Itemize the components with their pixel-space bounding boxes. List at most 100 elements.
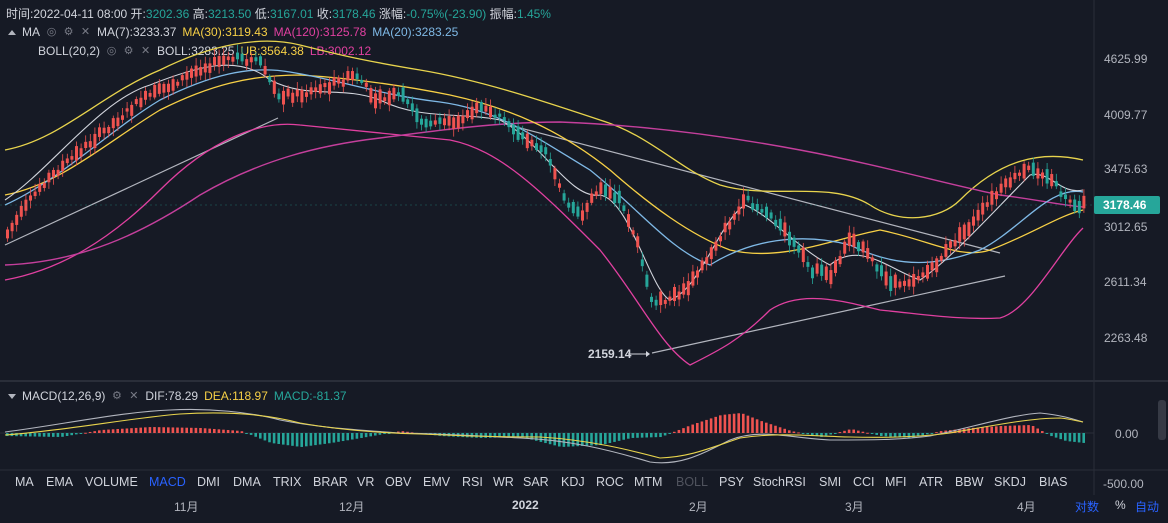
candle[interactable] [976, 209, 980, 221]
candle[interactable] [387, 90, 391, 106]
percent-scale-toggle[interactable]: % [1115, 498, 1126, 512]
candle[interactable] [466, 110, 469, 119]
candle[interactable] [590, 193, 594, 203]
candle[interactable] [240, 53, 244, 62]
candle[interactable] [479, 101, 483, 112]
candle[interactable] [1050, 174, 1054, 187]
settings-icon[interactable]: ⚙ [123, 44, 134, 57]
candle[interactable] [70, 156, 74, 160]
candle[interactable] [1022, 163, 1026, 179]
candle[interactable] [236, 52, 239, 60]
candle[interactable] [999, 183, 1003, 193]
candle[interactable] [1031, 162, 1035, 176]
candle[interactable] [346, 71, 350, 81]
candle[interactable] [516, 126, 520, 140]
tab-dmi[interactable]: DMI [197, 475, 220, 489]
candle[interactable] [277, 93, 281, 100]
candle[interactable] [723, 222, 727, 233]
eye-icon[interactable]: ◎ [46, 25, 57, 38]
tab-mfi[interactable]: MFI [885, 475, 907, 489]
candle[interactable] [180, 75, 184, 81]
candle[interactable] [245, 59, 249, 66]
candle[interactable] [502, 117, 506, 121]
candle[interactable] [622, 205, 626, 211]
candle[interactable] [125, 108, 129, 112]
scrollbar-handle[interactable] [1158, 400, 1166, 440]
candle[interactable] [682, 283, 686, 295]
candle[interactable] [751, 203, 755, 210]
candle[interactable] [397, 92, 400, 96]
candle[interactable] [719, 236, 722, 242]
candle[interactable] [972, 216, 975, 226]
candle[interactable] [438, 117, 442, 124]
candle[interactable] [636, 236, 640, 248]
candle[interactable] [213, 56, 216, 66]
candle[interactable] [884, 271, 888, 286]
candle[interactable] [640, 259, 644, 267]
candle[interactable] [815, 263, 819, 274]
candle[interactable] [834, 260, 837, 273]
candle[interactable] [700, 260, 704, 271]
candle[interactable] [962, 224, 966, 240]
candle[interactable] [148, 92, 152, 97]
candle[interactable] [433, 120, 437, 125]
candle[interactable] [581, 210, 584, 221]
candle[interactable] [880, 265, 883, 277]
candle[interactable] [512, 124, 515, 135]
candle[interactable] [788, 231, 791, 246]
candle[interactable] [185, 71, 189, 80]
candle[interactable] [608, 186, 612, 199]
candle[interactable] [571, 201, 575, 214]
candle[interactable] [654, 299, 658, 306]
tab-smi[interactable]: SMI [819, 475, 842, 489]
candle[interactable] [1054, 181, 1058, 187]
candle[interactable] [378, 89, 382, 104]
candle[interactable] [760, 209, 764, 213]
candle[interactable] [176, 81, 180, 86]
candle[interactable] [847, 232, 851, 246]
candle[interactable] [691, 271, 695, 286]
tab-boll[interactable]: BOLL [676, 475, 708, 489]
candle[interactable] [355, 73, 359, 80]
candle[interactable] [162, 83, 166, 93]
tab-atr[interactable]: ATR [919, 475, 944, 489]
candle[interactable] [696, 270, 699, 278]
candle[interactable] [199, 67, 203, 76]
candle[interactable] [401, 87, 405, 102]
candle[interactable] [930, 262, 934, 271]
candle[interactable] [429, 120, 433, 127]
collapse-toggle-icon[interactable] [8, 29, 16, 35]
candle[interactable] [194, 65, 198, 77]
candle[interactable] [268, 76, 272, 83]
candle[interactable] [88, 141, 92, 148]
candle[interactable] [42, 182, 46, 188]
candle[interactable] [10, 222, 14, 232]
candle[interactable] [939, 255, 943, 261]
tab-bias[interactable]: BIAS [1039, 475, 1068, 489]
close-icon[interactable]: ✕ [80, 25, 91, 38]
candle[interactable] [820, 264, 824, 276]
candle[interactable] [1013, 172, 1017, 180]
tab-sar[interactable]: SAR [523, 475, 549, 489]
candle[interactable] [728, 221, 732, 230]
candle[interactable] [153, 84, 157, 98]
candle[interactable] [870, 257, 874, 262]
tab-mtm[interactable]: MTM [634, 475, 663, 489]
candle[interactable] [631, 230, 635, 235]
candle[interactable] [981, 202, 985, 215]
candle[interactable] [861, 241, 865, 253]
candle[interactable] [958, 227, 962, 242]
candle[interactable] [15, 214, 19, 225]
candle[interactable] [921, 272, 925, 278]
candle[interactable] [56, 169, 60, 176]
candle[interactable] [1018, 172, 1021, 176]
candle[interactable] [627, 214, 630, 227]
candle[interactable] [332, 77, 336, 86]
candle[interactable] [406, 99, 410, 105]
trendline[interactable] [504, 123, 1001, 254]
candle[interactable] [410, 103, 414, 112]
candle[interactable] [1068, 199, 1072, 203]
candle[interactable] [985, 202, 989, 207]
candle[interactable] [52, 169, 55, 178]
